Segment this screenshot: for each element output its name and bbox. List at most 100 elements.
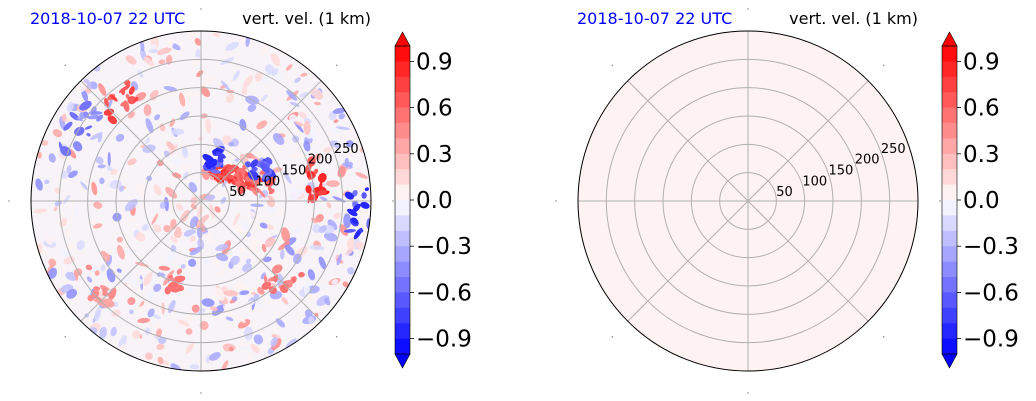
field-cell bbox=[231, 296, 238, 302]
field-cell bbox=[239, 38, 246, 44]
field-feature-cell bbox=[265, 157, 273, 165]
field-feature-cell bbox=[238, 171, 243, 183]
panel-left: 2018-10-07 22 UTC vert. vel. (1 km) 50 10… bbox=[8, 8, 472, 394]
field-cell bbox=[201, 298, 215, 307]
field-cell bbox=[312, 223, 321, 233]
field-cell bbox=[270, 336, 278, 347]
field-cell bbox=[129, 309, 134, 315]
field-feature-cell bbox=[250, 187, 258, 197]
field-cell bbox=[112, 212, 122, 222]
field-cell bbox=[98, 83, 107, 96]
field-cell bbox=[205, 118, 212, 134]
radial-tick-label: 100 bbox=[802, 174, 827, 189]
radial-tick-label: 250 bbox=[881, 142, 906, 157]
field-feature-cell bbox=[177, 285, 184, 291]
field-cell bbox=[165, 186, 177, 199]
field-cell bbox=[303, 140, 311, 152]
field-cell bbox=[203, 361, 208, 366]
field-cell bbox=[116, 244, 125, 260]
field-cell bbox=[41, 250, 47, 255]
field-feature-cell bbox=[360, 201, 370, 209]
field-cell bbox=[269, 283, 276, 287]
field-feature-cell bbox=[238, 181, 245, 195]
radial-tick-label: 150 bbox=[829, 164, 854, 179]
field-cell bbox=[156, 102, 166, 106]
field-cell bbox=[261, 45, 269, 55]
field-cell bbox=[48, 153, 56, 163]
field-cell bbox=[120, 270, 133, 284]
colorbar-level bbox=[395, 169, 410, 185]
field-cell bbox=[125, 55, 137, 65]
field-cell bbox=[66, 101, 74, 113]
field-cell bbox=[102, 253, 111, 262]
field-cell bbox=[326, 202, 332, 209]
field-cell bbox=[331, 279, 339, 285]
radial-tick-label: 50 bbox=[776, 185, 793, 200]
field-cell bbox=[277, 241, 291, 251]
colorbar-level bbox=[942, 92, 957, 108]
field-cell bbox=[261, 243, 267, 253]
field-cell bbox=[300, 72, 308, 77]
field-cell bbox=[324, 297, 331, 306]
field-cell bbox=[264, 237, 275, 248]
field-feature-cell bbox=[215, 151, 226, 159]
field-cell bbox=[163, 225, 171, 233]
colorbar-tick-label: 0.9 bbox=[416, 49, 453, 75]
colorbar: 0.9 0.6 0.3 0.0 −0.3 −0.6 −0.9 bbox=[941, 31, 1019, 369]
field-cell bbox=[175, 203, 184, 211]
field-cell bbox=[308, 316, 315, 325]
field-cell bbox=[283, 171, 292, 184]
field-cell bbox=[45, 236, 53, 245]
field-cell bbox=[156, 159, 164, 167]
field-cell bbox=[170, 236, 178, 244]
colorbar-level bbox=[942, 169, 957, 185]
field-feature-cell bbox=[158, 265, 171, 271]
angular-tick-mark bbox=[8, 200, 10, 202]
field-cell bbox=[105, 82, 111, 89]
field-cell bbox=[189, 364, 200, 370]
grid-spoke bbox=[627, 80, 749, 202]
field-cell bbox=[63, 256, 75, 265]
field-feature-cell bbox=[279, 285, 289, 294]
field-cell bbox=[189, 246, 203, 256]
colorbar-level bbox=[395, 107, 410, 124]
field-feature-cell bbox=[261, 282, 271, 290]
angular-tick-mark bbox=[200, 392, 202, 394]
field-cell bbox=[46, 262, 55, 275]
field-cell bbox=[210, 217, 216, 223]
field-feature-cell bbox=[313, 190, 328, 196]
field-cell bbox=[188, 287, 195, 293]
colorbar-level bbox=[942, 261, 957, 278]
field-cell bbox=[225, 316, 234, 322]
field-cell bbox=[150, 44, 157, 51]
angular-tick-mark bbox=[336, 64, 338, 66]
field-cell bbox=[140, 40, 145, 52]
field-cell bbox=[284, 244, 295, 256]
field-cell bbox=[148, 48, 159, 54]
field-cell bbox=[188, 258, 197, 267]
field-cell bbox=[54, 187, 61, 194]
field-cell bbox=[154, 114, 161, 121]
field-feature-cell bbox=[109, 94, 118, 102]
colorbar: 0.9 0.6 0.3 0.0 −0.3 −0.6 −0.9 bbox=[394, 31, 472, 369]
field-feature-cell bbox=[267, 186, 273, 192]
field-cell bbox=[228, 141, 234, 147]
field-cell bbox=[38, 148, 48, 152]
field-feature-cell bbox=[94, 270, 100, 276]
field-cell bbox=[303, 120, 311, 136]
field-cell bbox=[137, 305, 146, 314]
field-cell bbox=[153, 283, 162, 292]
field-cell bbox=[75, 201, 79, 216]
field-cell bbox=[201, 96, 208, 106]
field-feature-cell bbox=[244, 161, 251, 168]
field-cell bbox=[250, 343, 260, 354]
field-cell bbox=[186, 313, 194, 323]
colorbar-level bbox=[942, 215, 957, 232]
field-cell bbox=[333, 119, 339, 124]
colorbar-level bbox=[395, 307, 410, 324]
field-cell bbox=[299, 92, 310, 98]
field-cell bbox=[201, 167, 210, 180]
field-cell bbox=[220, 57, 235, 66]
colorbar-level bbox=[942, 277, 957, 293]
